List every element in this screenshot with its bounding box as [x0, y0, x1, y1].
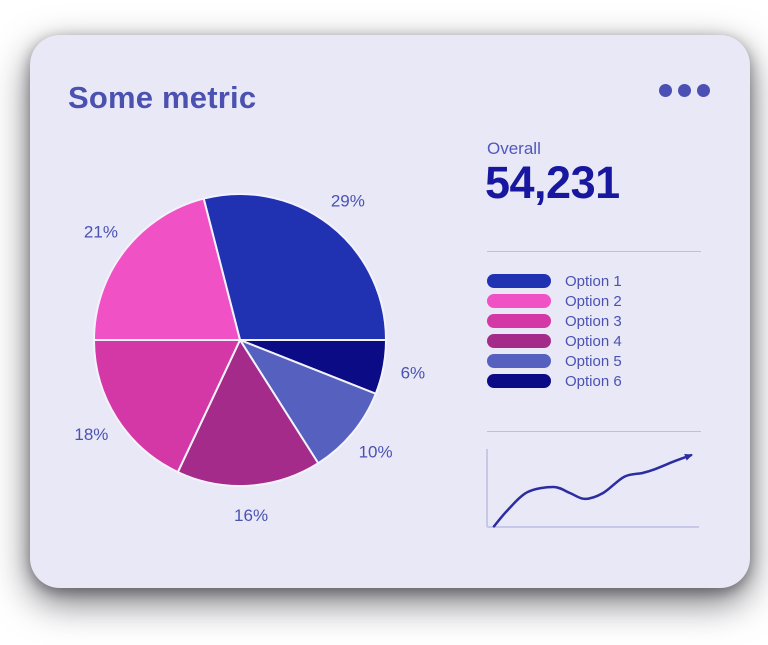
- metric-card: Some metric 29% 6% 10% 16% 18% 21% Overall 54…: [30, 35, 750, 588]
- pie-segment-option-3[interactable]: [93, 339, 241, 474]
- legend-item-6[interactable]: Option 6: [487, 371, 701, 391]
- legend-swatch: [487, 274, 551, 288]
- pie-percentage-label: 16%: [234, 506, 268, 525]
- pie-percentage-label: 18%: [74, 425, 108, 444]
- divider: [487, 431, 701, 432]
- trend-sparkline: [486, 449, 699, 528]
- pie-segment-option-1[interactable]: [202, 193, 387, 341]
- legend-label: Option 4: [565, 332, 622, 350]
- trend-line: [492, 453, 693, 528]
- card-title: Some metric: [68, 80, 257, 115]
- legend-label: Option 6: [565, 372, 622, 390]
- legend-swatch: [487, 314, 551, 328]
- legend-swatch: [487, 354, 551, 368]
- pie-segment-option-5[interactable]: [239, 339, 377, 465]
- pie-segment-option-2[interactable]: [93, 197, 241, 341]
- ellipsis-icon: [659, 84, 672, 97]
- legend-label: Option 3: [565, 312, 622, 330]
- pie-percentage-label: 6%: [401, 363, 426, 382]
- legend-label: Option 5: [565, 352, 622, 370]
- legend-item-1[interactable]: Option 1: [487, 271, 701, 291]
- ellipsis-icon: [678, 84, 691, 97]
- legend-item-3[interactable]: Option 3: [487, 311, 701, 331]
- legend-swatch: [487, 334, 551, 348]
- ellipsis-icon: [697, 84, 710, 97]
- legend-label: Option 1: [565, 272, 622, 290]
- pie-percentage-label: 21%: [84, 223, 118, 242]
- pie-percentage-label: 29%: [331, 191, 365, 210]
- pie-segment-option-4[interactable]: [176, 339, 320, 487]
- more-options-button[interactable]: [657, 82, 712, 99]
- overall-label: Overall: [487, 139, 541, 158]
- pie-percentage-label: 10%: [359, 443, 393, 462]
- legend-item-4[interactable]: Option 4: [487, 331, 701, 351]
- legend-swatch: [487, 374, 551, 388]
- overall-value: 54,231: [485, 157, 620, 208]
- legend-label: Option 2: [565, 292, 622, 310]
- legend-item-5[interactable]: Option 5: [487, 351, 701, 371]
- divider: [487, 251, 701, 252]
- legend-swatch: [487, 294, 551, 308]
- pie-chart[interactable]: 29% 6% 10% 16% 18% 21%: [50, 165, 480, 575]
- chart-legend: Option 1 Option 2 Option 3 Option 4 Option 5…: [487, 271, 701, 391]
- legend-item-2[interactable]: Option 2: [487, 291, 701, 311]
